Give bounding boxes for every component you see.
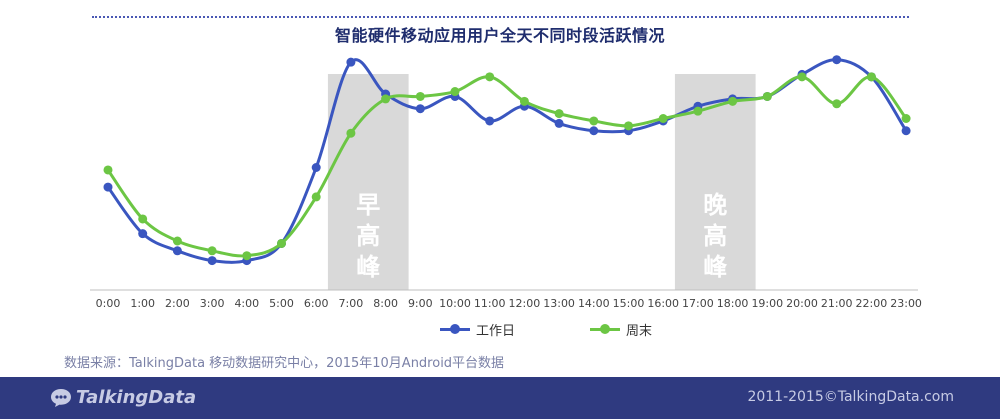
data-point: [311, 192, 321, 202]
peak-char: 峰: [703, 253, 728, 281]
legend-swatch-dot: [450, 324, 460, 334]
x-tick-label: 6:00: [304, 297, 329, 310]
data-point: [277, 238, 286, 248]
data-point: [832, 55, 842, 65]
data-point: [866, 72, 876, 82]
morning-peak-label: 早 高 峰: [348, 190, 388, 283]
data-point: [450, 87, 460, 97]
x-tick-label: 17:00: [682, 297, 714, 310]
peak-band: [327, 74, 409, 290]
x-tick-label: 7:00: [339, 297, 364, 310]
data-point: [589, 116, 599, 126]
data-point: [589, 126, 599, 136]
x-tick-label: 20:00: [786, 297, 818, 310]
data-point: [381, 94, 391, 104]
data-point: [172, 246, 182, 256]
data-point: [485, 116, 495, 126]
peak-char: 早: [356, 191, 381, 219]
x-tick-label: 0:00: [96, 297, 121, 310]
source-note: 数据来源：TalkingData 移动数据研究中心，2015年10月Androi…: [64, 356, 505, 371]
x-tick-label: 9:00: [408, 297, 433, 310]
x-tick-label: 13:00: [543, 297, 575, 310]
top-dotted-rule: [92, 16, 909, 18]
x-tick-label: 23:00: [890, 297, 922, 310]
chart-title: 智能硬件移动应用用户全天不同时段活跃情况: [334, 26, 665, 45]
data-point: [554, 109, 564, 119]
x-tick-label: 19:00: [751, 297, 783, 310]
data-point: [242, 251, 252, 261]
x-tick-label: 22:00: [856, 297, 888, 310]
copyright: 2011-2015©TalkingData.com: [747, 389, 954, 405]
data-point: [901, 126, 911, 136]
data-point: [485, 72, 495, 82]
x-tick-label: 12:00: [509, 297, 541, 310]
data-point: [346, 128, 356, 138]
data-point: [138, 229, 148, 239]
data-point: [554, 118, 564, 128]
data-point: [693, 106, 703, 116]
legend-swatch-dot: [600, 324, 610, 334]
data-point: [311, 163, 321, 172]
data-point: [832, 99, 842, 109]
data-point: [901, 114, 911, 123]
data-point: [797, 72, 807, 82]
x-tick-label: 8:00: [373, 297, 398, 310]
data-point: [624, 121, 633, 131]
series-line: [106, 58, 908, 264]
x-tick-label: 3:00: [200, 297, 225, 310]
series-line: [106, 75, 908, 258]
x-tick-label: 18:00: [717, 297, 749, 310]
data-point: [138, 214, 148, 224]
x-tick-label: 21:00: [821, 297, 853, 310]
data-point: [346, 57, 356, 67]
data-point: [415, 91, 425, 101]
peak-char: 高: [703, 222, 728, 250]
x-tick-label: 10:00: [439, 297, 471, 310]
x-tick-label: 4:00: [234, 297, 259, 310]
x-tick-label: 15:00: [613, 297, 645, 310]
data-point: [103, 182, 113, 192]
data-point: [103, 165, 113, 175]
footer-bar: TalkingData 2011-2015©TalkingData.com: [0, 377, 1000, 419]
data-point: [207, 256, 217, 266]
data-point: [415, 104, 425, 114]
peak-char: 晚: [703, 191, 728, 219]
peak-char: 峰: [356, 253, 381, 281]
logo-bubble-icon: [51, 389, 71, 407]
data-point: [207, 246, 217, 256]
legend-label: 周末: [626, 324, 653, 339]
evening-peak-label: 晚 高 峰: [695, 190, 735, 283]
data-point: [519, 96, 529, 106]
logo-text: TalkingData: [76, 387, 197, 408]
x-tick-label: 5:00: [269, 297, 294, 310]
x-tick-label: 11:00: [474, 297, 506, 310]
data-point: [658, 114, 668, 123]
line-chart: 0:00 1:00 2:00 3:00 4:00 5:00 6:00 7:00 8:00 9:00…: [90, 55, 922, 310]
x-tick-label: 2:00: [165, 297, 190, 310]
peak-char: 高: [356, 222, 381, 250]
data-point: [172, 236, 182, 246]
x-tick-label: 1:00: [130, 297, 155, 310]
x-tick-label: 16:00: [647, 297, 679, 310]
legend-label: 工作日: [476, 324, 516, 339]
data-point: [762, 91, 772, 101]
x-tick-label: 14:00: [578, 297, 610, 310]
data-point: [728, 96, 738, 106]
